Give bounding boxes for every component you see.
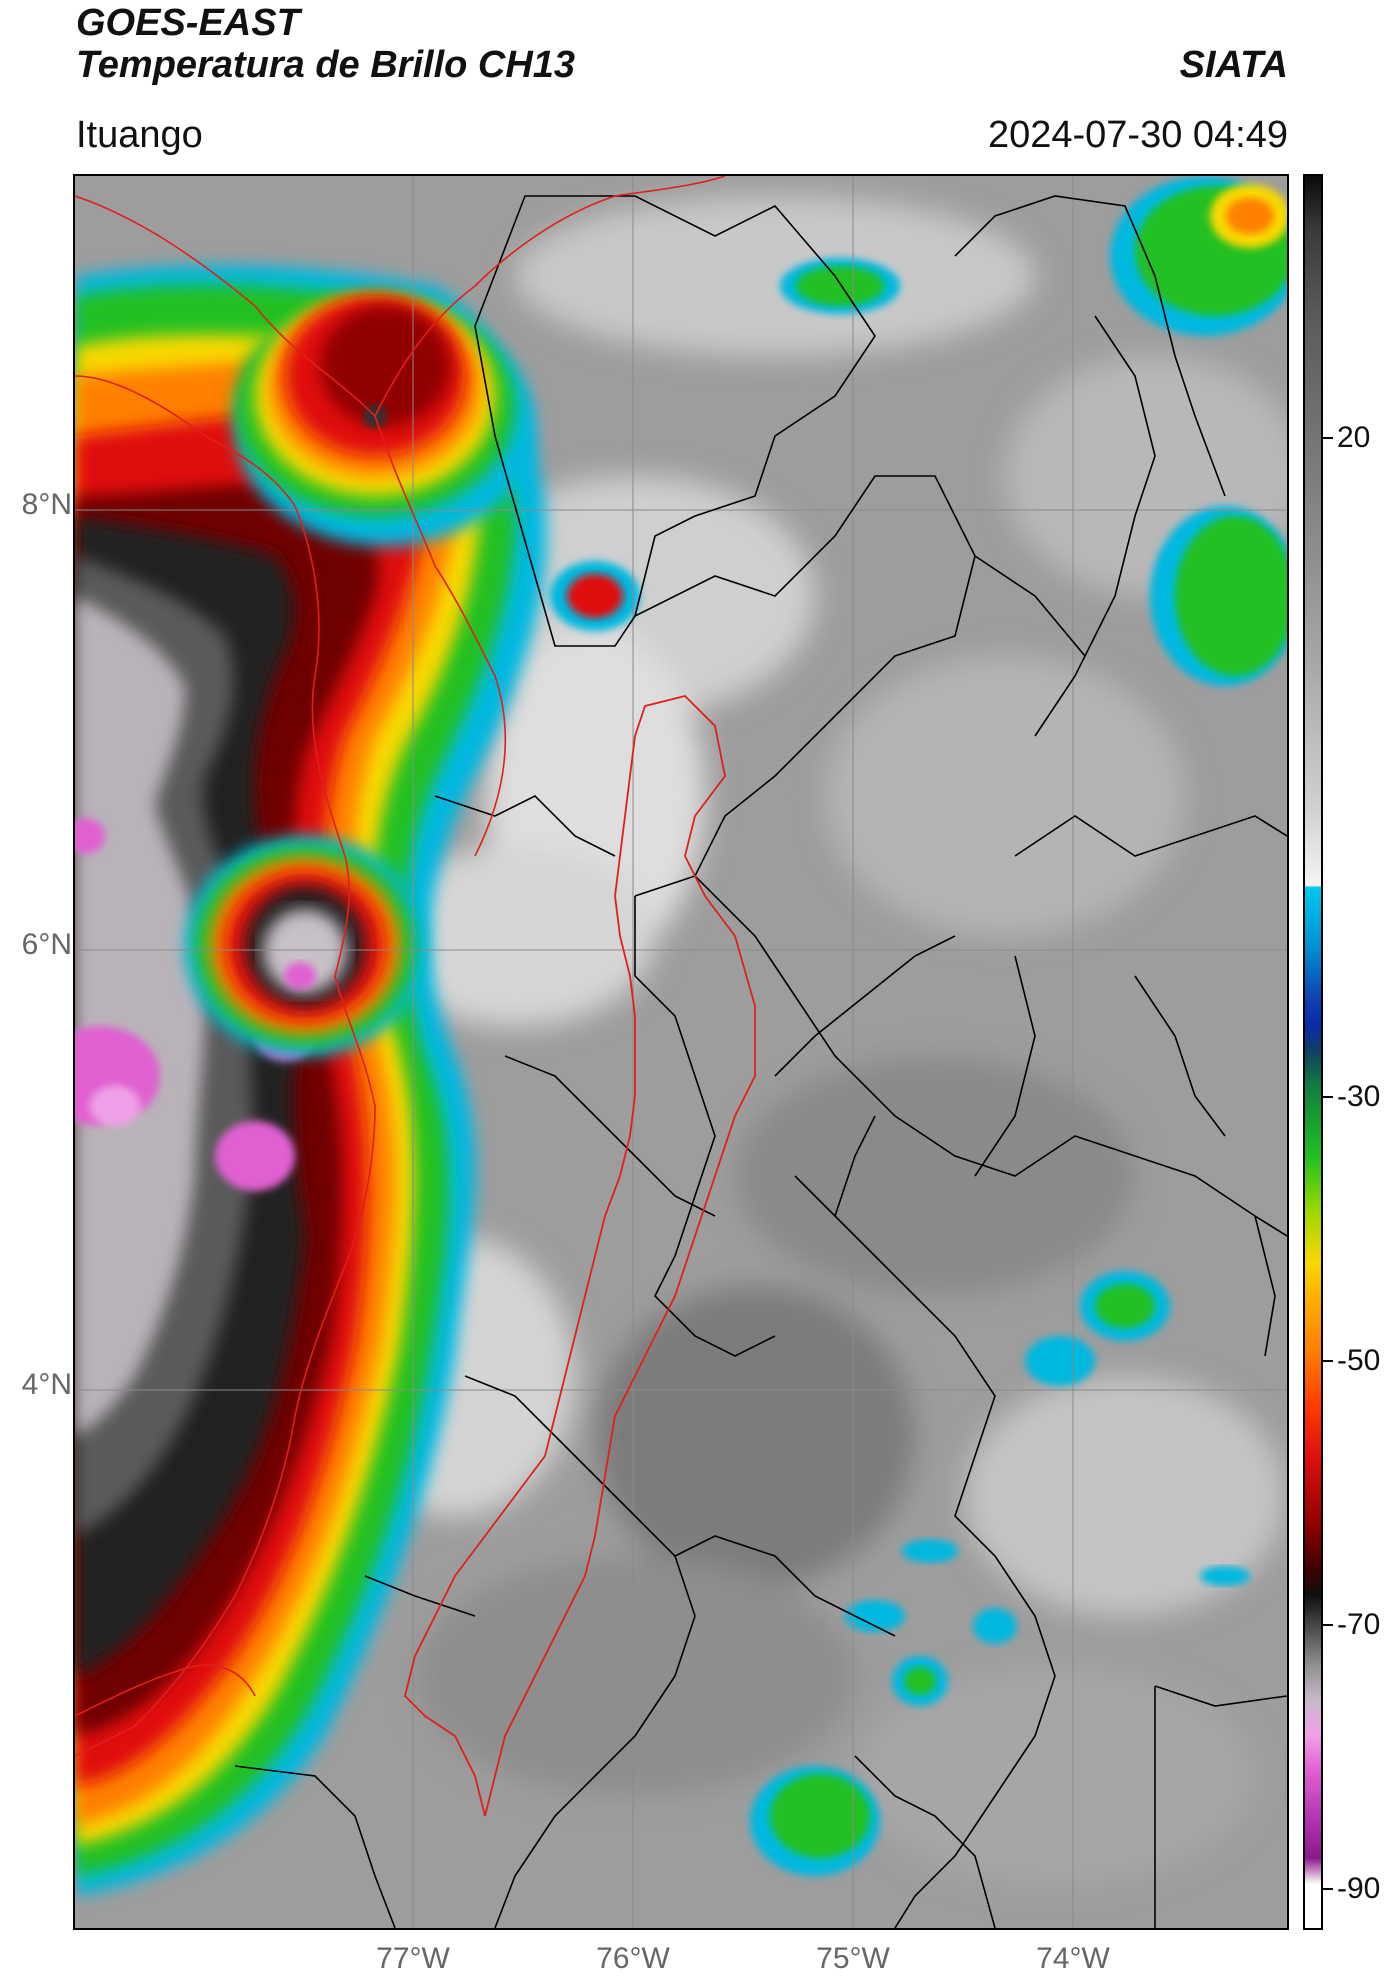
storm-complex-west — [75, 265, 547, 1897]
basin-outline — [404, 695, 756, 1817]
title-line-1: GOES-EAST — [76, 2, 300, 44]
colorbar-tick — [1323, 437, 1333, 439]
region-label: Ituango — [76, 114, 203, 156]
datetime-label: 2024-07-30 04:49 — [987, 114, 1288, 156]
lat-label-6n: 6°N — [21, 928, 72, 961]
colorbar-label-minus30: -30 — [1337, 1080, 1381, 1113]
lon-label-76w: 76°W — [596, 1942, 670, 1975]
colorbar-label-minus50: -50 — [1337, 1344, 1381, 1377]
graticule — [75, 176, 1287, 1928]
colorbar-label-minus70: -70 — [1337, 1608, 1381, 1641]
lat-label-4n: 4°N — [21, 1368, 72, 1401]
department-borders — [234, 195, 1287, 1928]
colorbar-tick — [1323, 1096, 1333, 1098]
storm-core-north — [235, 296, 535, 546]
small-storm-cells — [550, 176, 1287, 1876]
map-canvas — [75, 176, 1287, 1928]
colorbar-tick — [1323, 1360, 1333, 1362]
colorbar — [1303, 174, 1323, 1930]
colorbar-tick — [1323, 1624, 1333, 1626]
lon-label-77w: 77°W — [376, 1942, 450, 1975]
satellite-map[interactable] — [73, 174, 1289, 1930]
lon-label-75w: 75°W — [816, 1942, 890, 1975]
storm-cell-central — [185, 836, 425, 1056]
title-line-2: Temperatura de Brillo CH13 — [76, 44, 576, 86]
lon-label-74w: 74°W — [1036, 1942, 1110, 1975]
lat-label-8n: 8°N — [21, 488, 72, 521]
colorbar-label-20: 20 — [1337, 421, 1371, 454]
coastline — [75, 176, 726, 1757]
organization-label: SIATA — [1179, 44, 1288, 86]
colorbar-tick — [1323, 1888, 1333, 1890]
colorbar-label-minus90: -90 — [1337, 1872, 1381, 1905]
